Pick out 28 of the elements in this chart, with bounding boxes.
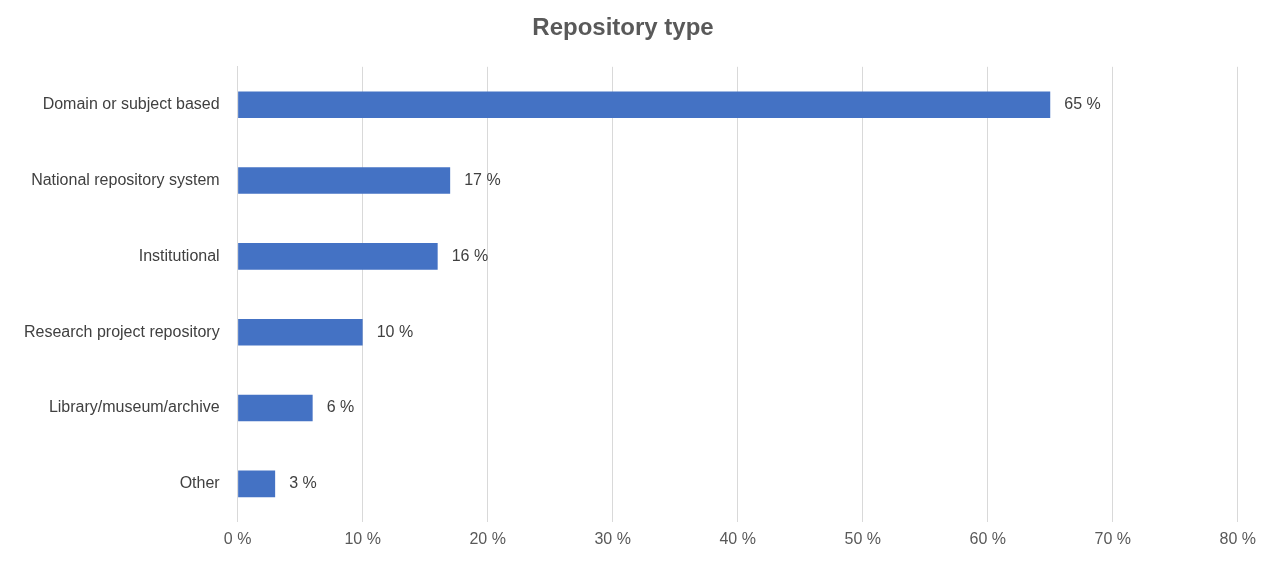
bar	[238, 91, 1051, 118]
x-tick-label: 10 %	[344, 529, 381, 547]
y-tick-label: Domain or subject based	[42, 95, 220, 113]
bar	[238, 243, 438, 270]
x-tick-label: 80 %	[1219, 529, 1256, 547]
data-label: 10 %	[376, 322, 414, 340]
data-label: 65 %	[1064, 95, 1101, 113]
chart-title: Repository type	[532, 13, 714, 41]
x-tick-label: 0 %	[223, 529, 252, 547]
x-tick-label: 40 %	[719, 529, 756, 547]
bar	[238, 167, 451, 194]
data-label: 17 %	[464, 170, 501, 188]
x-tick-label: 50 %	[844, 529, 881, 547]
bar	[238, 470, 276, 498]
y-tick-label: National repository system	[31, 170, 220, 188]
x-tick-label: 60 %	[969, 529, 1006, 547]
bar	[238, 318, 363, 346]
x-tick-label: 20 %	[469, 529, 506, 547]
data-label: 6 %	[326, 398, 355, 416]
y-tick-label: Institutional	[138, 246, 220, 264]
bar	[238, 394, 313, 422]
x-tick-label: 70 %	[1094, 529, 1131, 547]
data-label: 16 %	[451, 246, 489, 264]
y-tick-label: Library/museum/archive	[48, 398, 220, 416]
y-tick-label: Research project repository	[24, 322, 220, 340]
data-label: 3 %	[289, 474, 317, 492]
x-tick-label: 30 %	[594, 529, 631, 547]
y-tick-label: Other	[179, 474, 221, 492]
